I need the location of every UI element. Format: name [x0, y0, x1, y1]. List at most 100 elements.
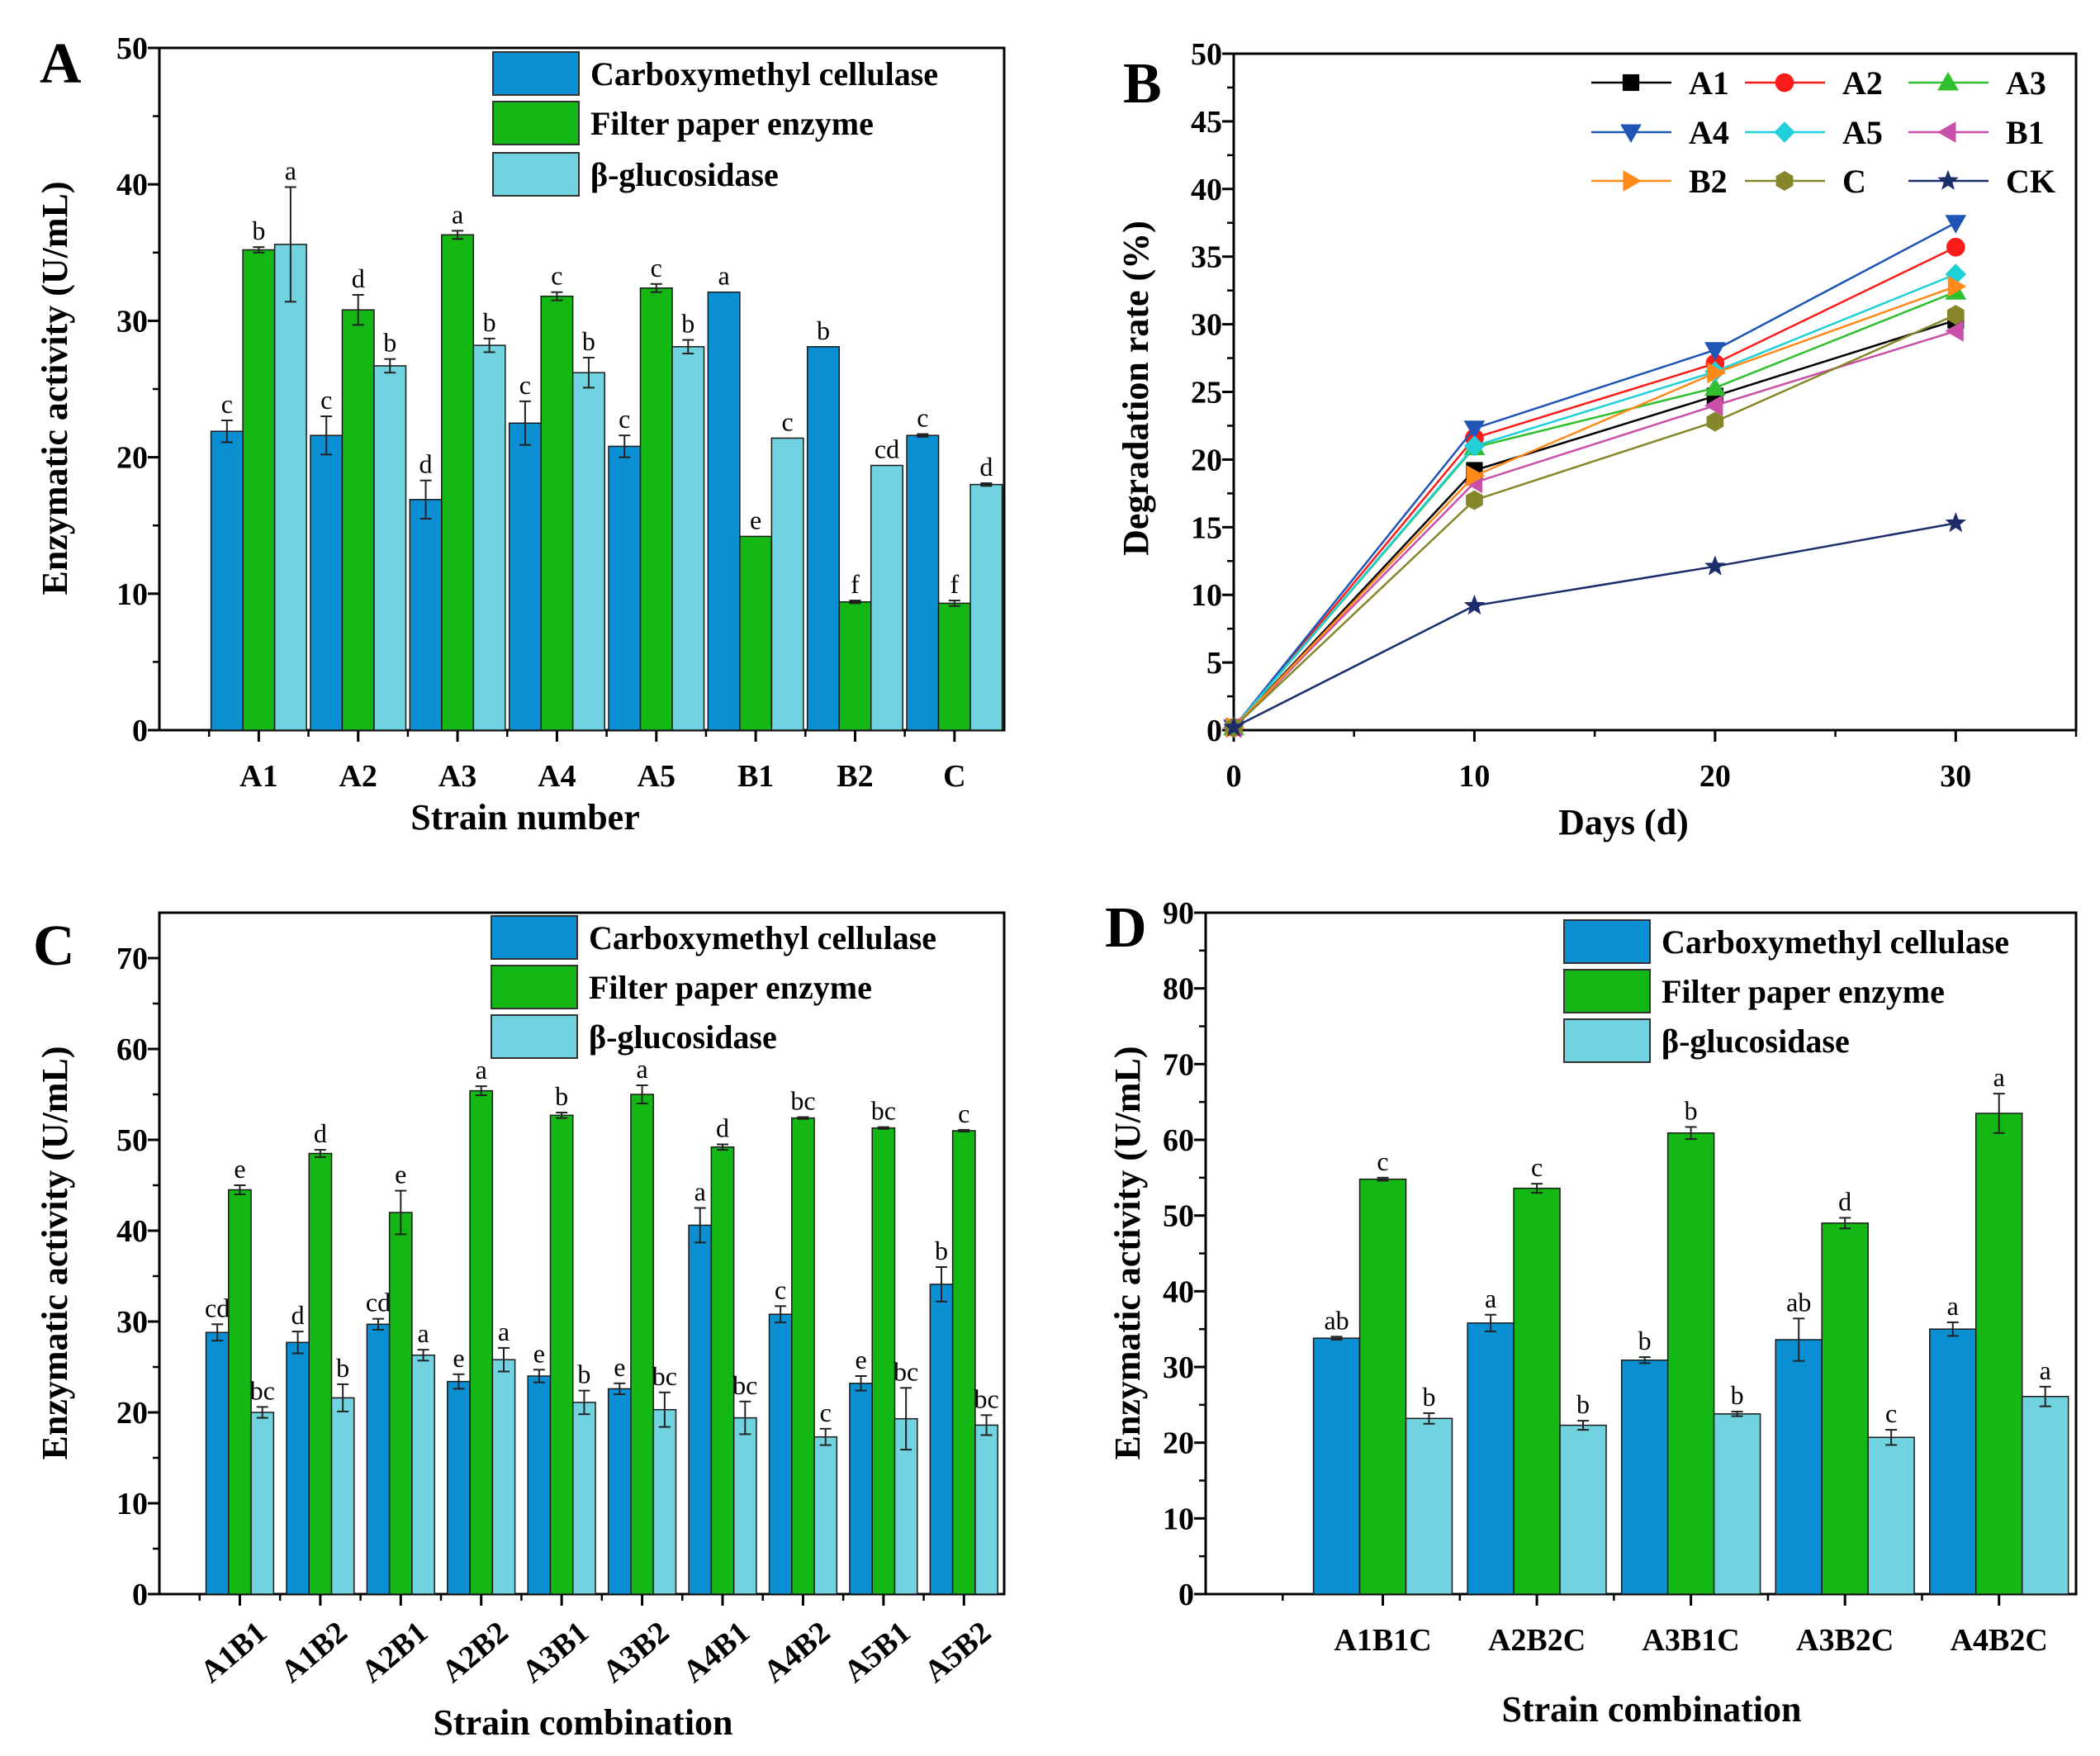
- legend-label: CK: [2006, 163, 2055, 200]
- y-tick-label: 0: [132, 1578, 148, 1612]
- marker-star: [1937, 169, 1959, 190]
- significance-letter: a: [452, 199, 463, 229]
- bar: [969, 483, 1003, 731]
- significance-letter: e: [855, 1345, 866, 1374]
- legend-label: A3: [2006, 64, 2046, 102]
- significance-letter: a: [636, 1054, 647, 1084]
- bar: [549, 1114, 574, 1595]
- significance-letter: d: [979, 452, 993, 482]
- y-tick-label: 70: [116, 942, 148, 976]
- series-line: [1233, 291, 1956, 729]
- significance-letter: a: [1485, 1284, 1496, 1313]
- significance-letter: d: [716, 1113, 729, 1143]
- x-tick-label: A3B1C: [1643, 1623, 1740, 1658]
- bar: [1713, 1413, 1761, 1595]
- y-tick-label: 50: [116, 31, 148, 66]
- marker-triangle-down: [1463, 420, 1486, 439]
- x-tick-label: 0: [1226, 759, 1242, 794]
- bar: [813, 1436, 838, 1595]
- series-line: [1233, 313, 1956, 729]
- y-axis-title: Enzymatic activity (U/mL): [35, 1046, 75, 1460]
- significance-letter: b: [577, 1360, 590, 1389]
- series-line: [1233, 246, 1956, 729]
- bar: [849, 1383, 873, 1595]
- y-tick-label: 0: [1206, 714, 1222, 748]
- bar: [630, 1094, 654, 1595]
- marker-hexagon: [1706, 411, 1724, 432]
- significance-letter: a: [476, 1055, 487, 1084]
- significance-letter: c: [917, 403, 928, 433]
- x-tick-label: A1B1C: [1334, 1623, 1431, 1658]
- bar: [768, 1313, 793, 1595]
- marker-star: [1945, 511, 1967, 533]
- bar: [2021, 1396, 2069, 1595]
- bar: [330, 1397, 355, 1595]
- y-tick-label: 30: [116, 304, 148, 339]
- y-tick-label: 60: [116, 1032, 148, 1067]
- significance-letter: d: [314, 1118, 327, 1148]
- significance-letter: b: [252, 216, 265, 245]
- legend-label: C: [1842, 163, 1866, 200]
- legend-label: A4: [1689, 114, 1729, 151]
- y-tick-label: 20: [116, 1396, 148, 1431]
- significance-letter: b: [1422, 1382, 1435, 1412]
- significance-letter: d: [420, 449, 433, 479]
- significance-letter: a: [694, 1177, 706, 1207]
- significance-letter: bc: [732, 1370, 757, 1400]
- y-tick-label: 20: [116, 441, 148, 476]
- bar: [388, 1212, 413, 1595]
- y-tick-label: 10: [1163, 1502, 1194, 1536]
- significance-letter: e: [533, 1338, 545, 1368]
- significance-letter: e: [234, 1154, 245, 1184]
- significance-letter: bc: [974, 1383, 998, 1413]
- panel-a-bar-chart: 0 10 20 30 40 50 A Enzymatic activity (U/mL) Str…: [35, 31, 1006, 838]
- y-tick-label: 15: [1191, 510, 1222, 545]
- bar: [929, 1284, 954, 1595]
- panel-letter: D: [1105, 896, 1147, 960]
- significance-letter: d: [292, 1300, 305, 1330]
- bar: [540, 295, 574, 731]
- bar: [527, 1375, 552, 1595]
- plot-frame: [1232, 52, 2078, 732]
- significance-letter: e: [614, 1352, 625, 1382]
- y-tick-label: 50: [1163, 1199, 1194, 1234]
- significance-letter: b: [817, 316, 830, 345]
- y-tick-label: 40: [1163, 1274, 1194, 1309]
- legend-swatch: [1563, 1018, 1651, 1063]
- series-line: [1233, 221, 1956, 729]
- marker-triangle-up: [1704, 377, 1726, 396]
- bar: [1974, 1113, 2023, 1595]
- marker-star: [1463, 594, 1486, 615]
- y-axis-title: Enzymatic activity (U/mL): [35, 182, 75, 596]
- legend-swatch: [492, 51, 580, 96]
- bar: [411, 1354, 435, 1595]
- marker-square: [1622, 74, 1640, 92]
- y-axis-title: Degradation rate (%): [1116, 221, 1156, 556]
- bar: [310, 434, 344, 731]
- bar: [838, 600, 872, 731]
- bar: [1821, 1222, 1869, 1595]
- significance-letter: c: [619, 404, 630, 434]
- bar: [1358, 1178, 1407, 1595]
- marker-hexagon: [1946, 305, 1965, 325]
- significance-letter: c: [519, 370, 531, 400]
- y-tick-label: 30: [116, 1305, 148, 1340]
- significance-letter: cd: [875, 434, 899, 464]
- significance-letter: a: [1993, 1062, 2005, 1092]
- x-tick-label: 20: [1699, 759, 1731, 794]
- significance-letter: a: [417, 1318, 429, 1348]
- x-tick-label: A1B1: [194, 1615, 274, 1690]
- marker-triangle-left: [1936, 121, 1956, 143]
- y-axis-title: Enzymatic activity (U/mL): [1107, 1046, 1148, 1460]
- x-tick-label: A4: [538, 759, 576, 794]
- bar: [210, 430, 244, 731]
- bar: [608, 445, 642, 731]
- bar: [205, 1331, 230, 1595]
- y-tick-label: 40: [1191, 173, 1222, 207]
- y-tick-label: 30: [1191, 308, 1222, 343]
- bar: [707, 291, 741, 731]
- bar: [688, 1224, 713, 1595]
- significance-letter: b: [681, 309, 694, 339]
- marker-hexagon: [1466, 490, 1483, 510]
- significance-letter: c: [775, 1274, 786, 1304]
